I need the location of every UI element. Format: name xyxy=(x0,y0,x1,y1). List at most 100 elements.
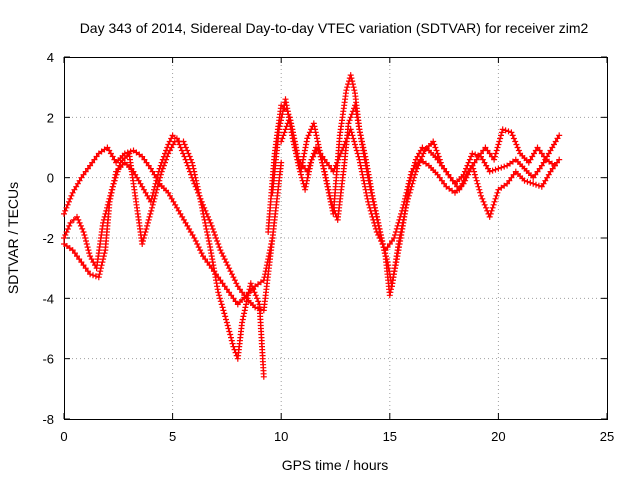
data-point xyxy=(140,186,147,193)
y-tick-label: 0 xyxy=(47,171,54,186)
data-point xyxy=(367,207,374,214)
data-point xyxy=(530,180,537,187)
data-point xyxy=(168,135,175,142)
data-point xyxy=(495,141,502,148)
data-point xyxy=(371,219,378,226)
x-tick-label: 0 xyxy=(60,429,67,444)
data-point xyxy=(309,153,316,160)
data-point xyxy=(116,162,123,169)
data-point xyxy=(107,192,114,199)
data-point xyxy=(215,289,222,296)
data-point xyxy=(314,135,320,142)
data-point xyxy=(183,159,190,166)
data-point xyxy=(91,156,98,163)
data-point xyxy=(336,153,343,160)
data-point xyxy=(149,204,155,211)
data-point xyxy=(502,127,509,134)
data-point xyxy=(197,198,204,205)
data-point xyxy=(347,114,354,121)
series-track-4 xyxy=(265,72,563,299)
data-point xyxy=(365,198,372,205)
data-point xyxy=(395,219,402,226)
data-point xyxy=(430,138,437,145)
data-point xyxy=(196,192,203,199)
data-point xyxy=(508,129,515,136)
data-point xyxy=(100,256,107,263)
data-point xyxy=(241,310,248,317)
data-point xyxy=(103,207,110,214)
data-point xyxy=(360,177,367,184)
data-point xyxy=(348,129,355,136)
data-point xyxy=(352,141,358,148)
data-point xyxy=(111,177,118,184)
data-point xyxy=(255,298,262,305)
data-point xyxy=(407,171,414,178)
data-point xyxy=(326,189,333,196)
data-point xyxy=(154,183,161,190)
data-point xyxy=(514,144,521,151)
data-point xyxy=(139,241,146,247)
data-point xyxy=(489,204,496,211)
data-point xyxy=(493,147,500,154)
data-point xyxy=(209,226,216,232)
data-point xyxy=(143,226,150,232)
data-point xyxy=(141,232,148,238)
data-point xyxy=(398,210,405,217)
data-point xyxy=(344,135,350,142)
data-point xyxy=(100,219,107,226)
data-point xyxy=(62,207,69,214)
data-point xyxy=(228,334,234,341)
data-point xyxy=(490,201,497,208)
data-point xyxy=(477,189,484,196)
data-point xyxy=(223,316,229,323)
data-point xyxy=(472,174,479,181)
data-point xyxy=(419,153,426,160)
data-point xyxy=(354,150,361,157)
data-point xyxy=(83,241,90,247)
data-point xyxy=(269,235,276,241)
data-point xyxy=(327,195,334,202)
data-point xyxy=(498,132,504,139)
data-point xyxy=(191,171,198,178)
data-point xyxy=(470,165,477,172)
data-point xyxy=(249,283,255,290)
data-point xyxy=(84,244,91,251)
series-track-6 xyxy=(278,114,563,254)
data-point xyxy=(510,135,517,142)
data-point xyxy=(556,156,563,163)
data-point xyxy=(186,153,193,160)
data-point xyxy=(76,219,83,226)
data-point xyxy=(384,244,391,251)
data-point xyxy=(368,189,375,196)
data-point xyxy=(498,129,505,136)
data-point xyxy=(527,179,534,186)
data-point xyxy=(156,177,163,184)
data-point xyxy=(496,138,503,145)
data-point xyxy=(443,168,450,175)
data-point xyxy=(505,128,512,135)
data-point xyxy=(363,192,370,199)
data-point xyxy=(306,129,313,136)
data-point xyxy=(383,256,390,263)
data-point xyxy=(144,222,151,229)
data-point xyxy=(524,178,531,185)
data-point xyxy=(277,120,284,127)
data-point xyxy=(96,271,103,278)
data-point xyxy=(82,235,89,241)
data-point xyxy=(194,183,201,190)
data-point xyxy=(245,289,252,296)
data-point xyxy=(435,153,442,160)
data-point xyxy=(230,295,237,302)
data-point xyxy=(486,168,493,175)
data-point xyxy=(351,138,358,145)
data-point xyxy=(194,241,201,247)
data-point xyxy=(109,153,116,160)
data-point xyxy=(321,168,328,175)
data-series xyxy=(61,72,563,380)
data-point xyxy=(404,183,411,190)
data-point xyxy=(350,135,357,142)
data-point xyxy=(509,132,516,139)
data-point xyxy=(403,189,410,196)
data-point xyxy=(465,159,472,166)
data-point xyxy=(366,204,373,211)
